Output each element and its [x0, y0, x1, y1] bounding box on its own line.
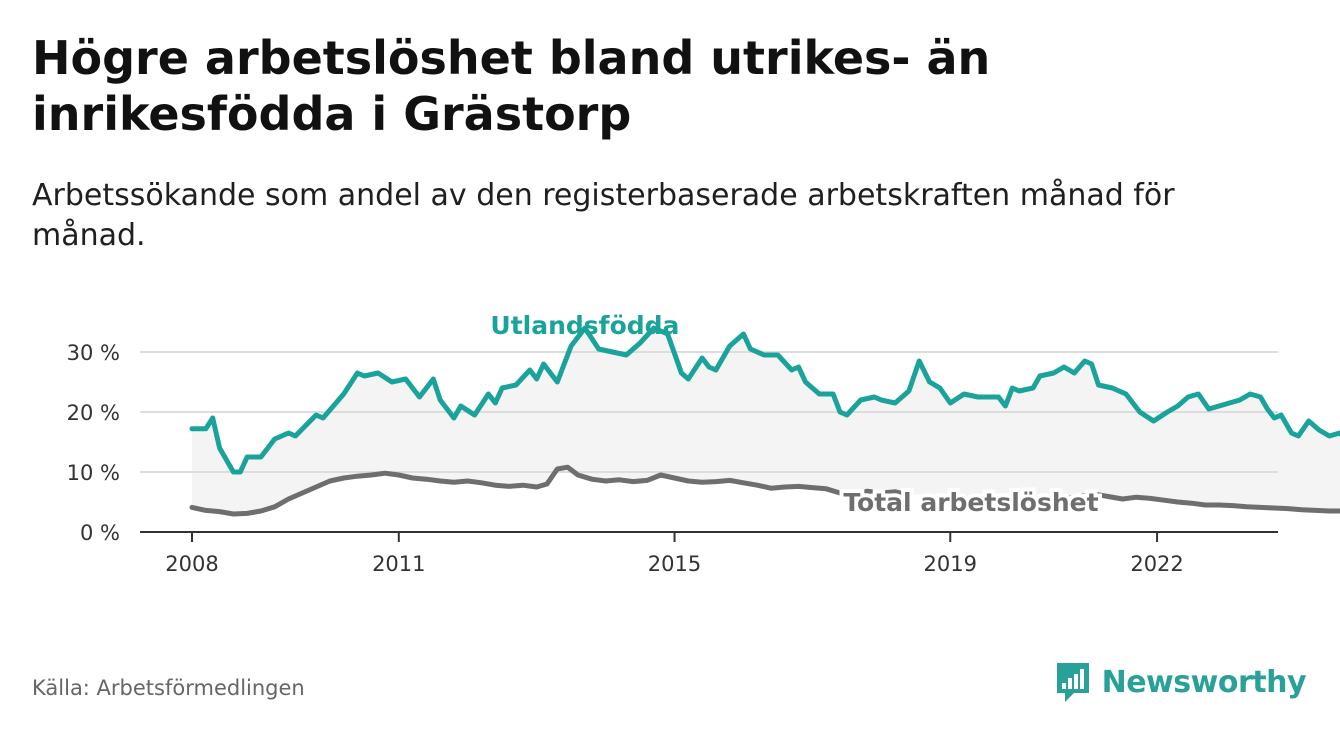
- foreign-series-label: Utlandsfödda: [490, 311, 679, 340]
- brand-name: Newsworthy: [1101, 664, 1307, 700]
- foreign-series-line: [189, 325, 1340, 475]
- y-tick-label: 10 %: [67, 461, 120, 485]
- brand-logo: Newsworthy: [1054, 660, 1307, 704]
- y-tick-label: 30 %: [67, 341, 120, 365]
- x-tick-label: 2008: [165, 552, 218, 576]
- source-note: Källa: Arbetsförmedlingen: [32, 676, 305, 700]
- chart-title: Högre arbetslöshet bland utrikes- än inr…: [32, 31, 991, 141]
- newsworthy-logo-icon: [1056, 663, 1089, 702]
- y-tick-label: 0 %: [80, 521, 120, 545]
- x-tick-label: 2019: [924, 552, 977, 576]
- x-tick-label: 2015: [648, 552, 701, 576]
- x-tick-label: 2011: [372, 552, 425, 576]
- x-tick-label: 2022: [1130, 552, 1183, 576]
- total-series-line: [189, 464, 1340, 517]
- total-series-label: Total arbetslöshet: [843, 488, 1098, 517]
- chart-subtitle: Arbetssökande som andel av den registerb…: [32, 178, 1175, 253]
- y-tick-label: 20 %: [67, 401, 120, 425]
